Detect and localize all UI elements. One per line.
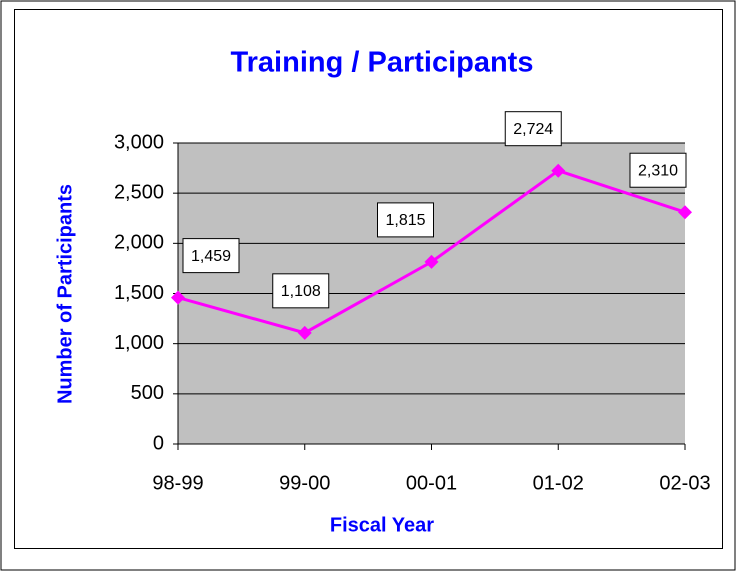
data-label: 1,815 xyxy=(385,212,425,229)
y-tick-label: 3,000 xyxy=(114,131,164,153)
marker xyxy=(424,254,439,269)
data-label-box xyxy=(182,238,240,274)
marker xyxy=(297,325,312,340)
data-label-box xyxy=(377,202,434,238)
data-label-box xyxy=(504,111,562,147)
x-tick-label: 99-00 xyxy=(279,472,330,494)
y-tick-label: 2,000 xyxy=(114,232,164,254)
x-tick-label: 02-03 xyxy=(659,472,710,494)
data-label: 2,724 xyxy=(513,121,553,138)
data-label-box xyxy=(272,273,330,309)
marker xyxy=(551,163,566,178)
y-tick-label: 500 xyxy=(131,382,164,404)
x-tick-label: 01-02 xyxy=(533,472,584,494)
data-label: 1,459 xyxy=(191,248,231,265)
y-tick-label: 1,500 xyxy=(114,282,164,304)
data-label: 1,108 xyxy=(281,283,321,300)
marker xyxy=(171,290,185,305)
chart-title: Training / Participants xyxy=(231,47,534,79)
x-axis-title: Fiscal Year xyxy=(330,514,434,536)
y-tick-label: 2,500 xyxy=(114,181,164,203)
y-axis-title: Number of Participants xyxy=(54,184,76,404)
y-tick-label: 0 xyxy=(153,432,164,454)
y-tick-label: 1,000 xyxy=(114,332,164,354)
x-tick-label: 00-01 xyxy=(406,472,457,494)
data-label: 2,310 xyxy=(638,162,678,179)
marker xyxy=(678,205,692,220)
x-tick-label: 98-99 xyxy=(152,472,203,494)
data-label-box xyxy=(629,152,687,188)
